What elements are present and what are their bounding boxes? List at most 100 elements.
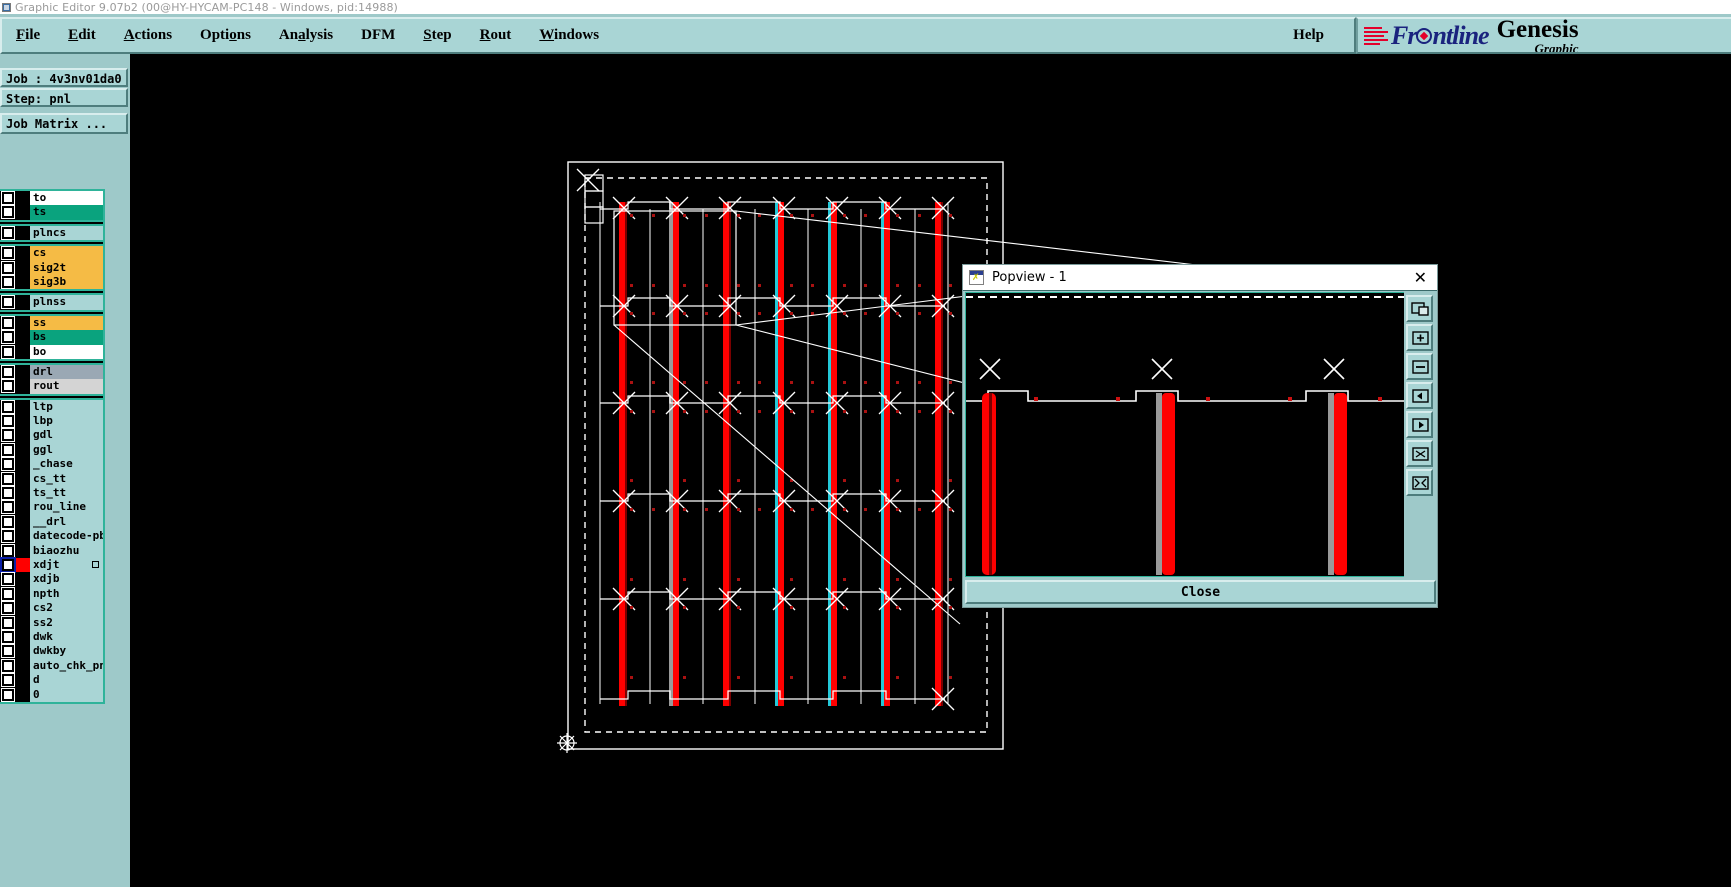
layer-color-swatch-xdjt[interactable] <box>16 557 30 573</box>
layer-color-swatch-ss2[interactable] <box>16 615 30 630</box>
layer-color-swatch-dwkby[interactable] <box>16 644 30 659</box>
layer-visibility-checkbox-cs[interactable] <box>1 246 15 261</box>
layer-name-0[interactable]: 0 <box>30 687 103 702</box>
layer-visibility-checkbox-d[interactable] <box>1 673 15 688</box>
menu-item-options[interactable]: Options <box>200 27 251 43</box>
layer-visibility-checkbox-ts_tt[interactable] <box>1 486 15 501</box>
layer-name-biaozhu[interactable]: biaozhu <box>30 543 103 558</box>
zoom-in-icon[interactable] <box>1406 324 1433 351</box>
layer-color-swatch-0[interactable] <box>16 687 30 702</box>
layer-row-dwk[interactable]: dwk <box>0 629 103 645</box>
layer-visibility-checkbox-_chase[interactable] <box>1 457 15 472</box>
layer-visibility-checkbox-xdjb[interactable] <box>1 572 15 587</box>
layer-name-gdl[interactable]: gdl <box>30 428 103 443</box>
menu-item-windows[interactable]: Windows <box>539 27 600 43</box>
layer-visibility-checkbox-dwkby[interactable] <box>1 644 15 659</box>
layer-visibility-checkbox-ss2[interactable] <box>1 615 15 630</box>
layer-color-swatch-drl[interactable] <box>16 364 30 380</box>
layer-row-bs[interactable]: bs <box>0 330 103 345</box>
layer-row-sig2t[interactable]: sig2t <box>0 260 103 275</box>
popview-title-bar[interactable]: Popview - 1 ✕ <box>963 265 1437 291</box>
layer-name-plnss[interactable]: plnss <box>30 295 103 310</box>
layer-name-ss2[interactable]: ss2 <box>30 615 103 630</box>
layer-name-datecode-pb[interactable]: datecode-pb <box>30 529 103 544</box>
layer-row-biaozhu[interactable]: biaozhu <box>0 543 103 558</box>
popview-canvas[interactable] <box>965 292 1405 577</box>
layer-visibility-checkbox-plnss[interactable] <box>1 295 15 310</box>
layer-row-drl[interactable]: drl <box>0 364 103 380</box>
layer-row-rout[interactable]: rout <box>0 379 103 394</box>
layer-color-swatch-cs_tt[interactable] <box>16 471 30 487</box>
layer-name-cs_tt[interactable]: cs_tt <box>30 471 103 487</box>
layer-name-bs[interactable]: bs <box>30 330 103 345</box>
layer-color-swatch-sig2t[interactable] <box>16 260 30 275</box>
layer-color-swatch-__drl[interactable] <box>16 514 30 530</box>
layer-row-cs2[interactable]: cs2 <box>0 601 103 616</box>
layer-name-ggl[interactable]: ggl <box>30 442 103 458</box>
layer-row-ss2[interactable]: ss2 <box>0 615 103 630</box>
layer-row-0[interactable]: 0 <box>0 687 103 702</box>
layer-name-lbp[interactable]: lbp <box>30 414 103 429</box>
layer-visibility-checkbox-biaozhu[interactable] <box>1 543 15 558</box>
menu-item-file[interactable]: FFileile <box>16 27 41 43</box>
layer-color-swatch-npth[interactable] <box>16 586 30 602</box>
layer-row-sig3b[interactable]: sig3b <box>0 274 103 290</box>
layer-row-to[interactable]: to <box>0 191 103 206</box>
layer-name-cs[interactable]: cs <box>30 246 103 261</box>
layer-name-cs2[interactable]: cs2 <box>30 601 103 616</box>
layer-color-swatch-rou_line[interactable] <box>16 500 30 515</box>
layer-name-plncs[interactable]: plncs <box>30 225 103 241</box>
layer-row-ss[interactable]: ss <box>0 315 103 331</box>
layer-color-swatch-datecode-pb[interactable] <box>16 529 30 544</box>
layer-color-swatch-gdl[interactable] <box>16 428 30 443</box>
layer-color-swatch-plncs[interactable] <box>16 225 30 241</box>
layer-visibility-checkbox-cs2[interactable] <box>1 601 15 616</box>
layer-color-swatch-bo[interactable] <box>16 344 30 359</box>
menu-item-edit[interactable]: Edit <box>68 27 96 43</box>
layer-visibility-checkbox-plncs[interactable] <box>1 225 15 240</box>
layer-visibility-checkbox-dwk[interactable] <box>1 629 15 644</box>
layer-name-_chase[interactable]: _chase <box>30 457 103 472</box>
layer-color-swatch-ss[interactable] <box>16 315 30 331</box>
layer-visibility-checkbox-xdjt[interactable] <box>0 556 16 573</box>
layer-visibility-checkbox-ss[interactable] <box>1 315 15 330</box>
layer-visibility-checkbox-0[interactable] <box>1 687 15 702</box>
layer-visibility-checkbox-__drl[interactable] <box>1 514 15 529</box>
layer-color-swatch-sig3b[interactable] <box>16 274 30 290</box>
layer-row-rou_line[interactable]: rou_line <box>0 500 103 515</box>
layer-visibility-checkbox-ts[interactable] <box>1 205 15 220</box>
layer-row-lbp[interactable]: lbp <box>0 414 103 429</box>
layer-color-swatch-plnss[interactable] <box>16 295 30 310</box>
layer-name-ts_tt[interactable]: ts_tt <box>30 486 103 501</box>
layer-row-_chase[interactable]: _chase <box>0 457 103 472</box>
layer-visibility-checkbox-rou_line[interactable] <box>1 500 15 515</box>
layer-row-plncs[interactable]: plncs <box>0 225 103 241</box>
layer-visibility-checkbox-ggl[interactable] <box>1 442 15 457</box>
fit-to-window-icon[interactable] <box>1406 469 1433 496</box>
zoom-out-icon[interactable] <box>1406 353 1433 380</box>
layer-color-swatch-cs2[interactable] <box>16 601 30 616</box>
menu-item-step[interactable]: Step <box>423 27 452 43</box>
layer-row-xdjt[interactable]: xdjt <box>0 556 103 573</box>
menu-item-actions[interactable]: Actions <box>123 27 173 43</box>
layer-color-swatch-ts[interactable] <box>16 205 30 220</box>
layer-color-swatch-to[interactable] <box>16 191 30 206</box>
layer-row-auto_chk_pnl[interactable]: auto_chk_pnl <box>0 658 103 674</box>
menu-item-analysis[interactable]: Analysis <box>278 27 334 43</box>
layer-color-swatch-rout[interactable] <box>16 379 30 394</box>
menu-item-help[interactable]: Help <box>1293 27 1324 43</box>
layer-visibility-checkbox-to[interactable] <box>1 191 15 205</box>
layer-visibility-checkbox-rout[interactable] <box>1 379 15 394</box>
layer-visibility-checkbox-lbp[interactable] <box>1 414 15 429</box>
layer-visibility-checkbox-sig2t[interactable] <box>1 260 15 275</box>
layer-name-sig2t[interactable]: sig2t <box>30 260 103 275</box>
layer-visibility-checkbox-datecode-pb[interactable] <box>1 529 15 544</box>
layer-name-bo[interactable]: bo <box>30 344 103 359</box>
layer-name-ss[interactable]: ss <box>30 315 103 331</box>
layer-color-swatch-ggl[interactable] <box>16 442 30 458</box>
layer-visibility-checkbox-bs[interactable] <box>1 330 15 345</box>
layer-row-cs_tt[interactable]: cs_tt <box>0 471 103 487</box>
layer-color-swatch-xdjb[interactable] <box>16 572 30 587</box>
layer-name-to[interactable]: to <box>30 191 103 206</box>
close-icon[interactable]: ✕ <box>1413 268 1427 287</box>
